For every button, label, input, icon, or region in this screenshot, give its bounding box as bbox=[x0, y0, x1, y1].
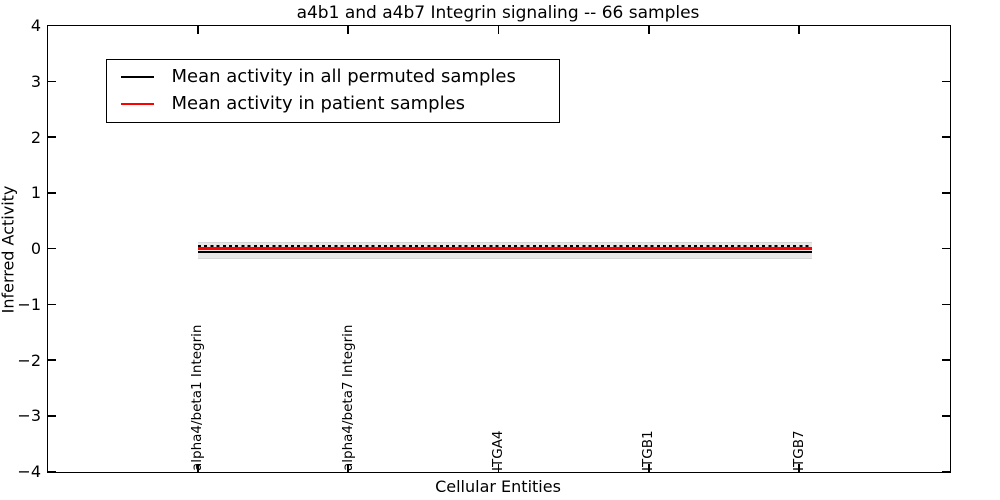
y-tick-mark-left bbox=[47, 247, 56, 250]
x-category-label: alpha4/beta1 Integrin bbox=[189, 324, 206, 471]
patient-line-dash-markers bbox=[197, 245, 812, 248]
legend-label: Mean activity in all permuted samples bbox=[171, 66, 516, 87]
y-tick-mark-left bbox=[47, 415, 56, 417]
y-tick-mark-right bbox=[941, 359, 950, 361]
plot-area: alpha4/beta1 Integrin alpha4/beta7 Integr… bbox=[46, 24, 951, 473]
x-axis-label: Cellular Entities bbox=[435, 477, 561, 496]
legend: Mean activity in all permuted samples Me… bbox=[105, 58, 560, 123]
chart-title: a4b1 and a4b7 Integrin signaling -- 66 s… bbox=[296, 3, 700, 23]
legend-line-patient-samples bbox=[120, 103, 154, 105]
y-tick-mark-right bbox=[941, 80, 950, 82]
y-tick-mark-left bbox=[47, 470, 56, 473]
y-tick-mark-right bbox=[941, 136, 950, 138]
y-tick-label: 4 bbox=[30, 16, 41, 35]
y-tick-mark-left bbox=[47, 359, 56, 361]
x-tick-mark-top bbox=[497, 25, 500, 34]
legend-item-patient: Mean activity in patient samples bbox=[107, 91, 559, 118]
y-tick-label: 0 bbox=[30, 239, 41, 258]
x-category-label: ITGA4 bbox=[490, 429, 506, 471]
y-tick-label: 1 bbox=[30, 183, 41, 203]
y-tick-mark-right bbox=[941, 470, 950, 473]
y-tick-label: −3 bbox=[17, 406, 41, 426]
y-tick-label: 3 bbox=[30, 71, 41, 91]
y-tick-label: −1 bbox=[17, 294, 41, 314]
legend-label: Mean activity in patient samples bbox=[171, 93, 466, 114]
y-tick-label: −2 bbox=[17, 350, 41, 370]
plot-inner: alpha4/beta1 Integrin alpha4/beta7 Integr… bbox=[47, 24, 950, 473]
legend-line-permuted-samples bbox=[120, 76, 154, 78]
y-tick-mark-left bbox=[47, 24, 56, 27]
y-tick-mark-right bbox=[941, 303, 950, 305]
y-tick-mark-left bbox=[47, 192, 56, 194]
permuted-mean-line bbox=[197, 250, 812, 253]
x-tick-mark-bottom bbox=[347, 463, 349, 472]
y-tick-label: 2 bbox=[30, 127, 41, 147]
y-tick-mark-left bbox=[47, 303, 56, 305]
y-tick-mark-left bbox=[47, 80, 56, 82]
y-tick-label: −4 bbox=[17, 462, 41, 481]
x-tick-mark-bottom bbox=[497, 463, 500, 472]
x-category-label: alpha4/beta7 Integrin bbox=[339, 324, 356, 471]
y-tick-mark-right bbox=[941, 247, 950, 250]
y-tick-mark-right bbox=[941, 415, 950, 417]
y-tick-mark-left bbox=[47, 136, 56, 138]
patient-mean-line bbox=[197, 247, 812, 250]
y-tick-mark-right bbox=[941, 192, 950, 194]
x-tick-mark-top bbox=[347, 25, 349, 34]
x-category-label: ITGB7 bbox=[790, 429, 807, 471]
x-tick-mark-bottom bbox=[197, 463, 199, 472]
x-tick-mark-bottom bbox=[648, 463, 650, 472]
x-category-label: ITGB1 bbox=[640, 429, 657, 471]
x-tick-mark-top bbox=[648, 25, 650, 34]
x-tick-mark-bottom bbox=[798, 463, 800, 472]
x-tick-mark-top bbox=[798, 25, 800, 34]
y-tick-mark-right bbox=[941, 24, 950, 27]
legend-item-permuted: Mean activity in all permuted samples bbox=[107, 64, 559, 91]
x-tick-mark-top bbox=[197, 25, 199, 34]
